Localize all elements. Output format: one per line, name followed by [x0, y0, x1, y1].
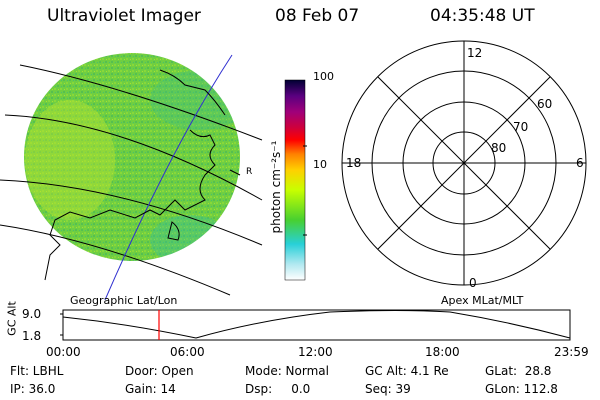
filter-status: Flt: LBHL — [10, 364, 64, 378]
geographic-image-panel: R — [0, 53, 263, 300]
altitude-plot-frame — [62, 309, 571, 341]
glon-status: GLon: 112.8 — [485, 382, 558, 396]
meridian-line — [104, 54, 233, 300]
colorbar-scale — [284, 79, 306, 281]
gc-altitude-status: GC Alt: 4.1 Re — [365, 364, 449, 378]
mlt-label-12: 12 — [467, 46, 483, 60]
mlat-label-80: 80 — [491, 141, 507, 155]
time-label: 04:35:48 UT — [430, 6, 535, 26]
seq-status: Seq: 39 — [365, 382, 411, 396]
altitude-xtick-2359: 23:59 — [554, 345, 589, 359]
altitude-xtick-1200: 12:00 — [298, 345, 333, 359]
mlat-label-60: 60 — [537, 97, 553, 111]
colorbar-tick-label-10: 10 — [313, 158, 327, 171]
altitude-curve — [62, 310, 571, 339]
mlt-label-18: 18 — [346, 156, 362, 170]
mlt-label-0: 0 — [469, 276, 477, 290]
altitude-xtick-0000: 00:00 — [46, 345, 81, 359]
altitude-plot — [60, 309, 571, 341]
altitude-xtick-1800: 18:00 — [425, 345, 460, 359]
map-edge-label: R — [246, 167, 252, 177]
colorbar-tick-label-100: 100 — [313, 70, 334, 83]
altitude-ytick-1-8: 1.8 — [22, 329, 42, 343]
colorbar — [284, 79, 307, 281]
door-status: Door: Open — [125, 364, 194, 378]
colorbar-unit-label: photon cm⁻²s⁻¹ — [269, 140, 283, 234]
polar-grid-panel — [341, 40, 587, 286]
polar-diagonal-2 — [377, 76, 551, 250]
coastline-outline — [44, 69, 241, 281]
geographic-grid — [0, 64, 263, 296]
mlat-label-70: 70 — [513, 120, 529, 134]
mlt-label-6: 6 — [576, 156, 584, 170]
instrument-title: Ultraviolet Imager — [47, 6, 201, 26]
altitude-ylabel: GC Alt — [5, 301, 19, 336]
glat-status: GLat: 28.8 — [485, 364, 552, 378]
date-label: 08 Feb 07 — [275, 6, 360, 26]
mode-status: Mode: Normal — [245, 364, 329, 378]
dsp-status: Dsp: 0.0 — [245, 382, 311, 396]
altitude-ytick-9: 9.0 — [22, 307, 42, 321]
gain-status: Gain: 14 — [125, 382, 176, 396]
geographic-caption: Geographic Lat/Lon — [70, 294, 178, 307]
polar-caption: Apex MLat/MLT — [441, 294, 524, 307]
altitude-xtick-0600: 06:00 — [170, 345, 205, 359]
ip-status: IP: 36.0 — [10, 382, 56, 396]
